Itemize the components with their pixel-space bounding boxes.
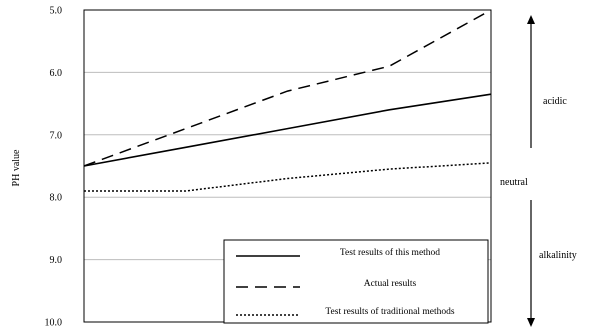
legend: Test results of this method Actual result… — [223, 239, 489, 324]
y-tick-labels: 5.0 6.0 7.0 8.0 9.0 10.0 — [45, 6, 63, 329]
y-tick-label: 5.0 — [50, 6, 63, 17]
series-lines — [83, 9, 492, 192]
ph-scale-indicator: acidic neutral alkalinity — [500, 15, 577, 327]
alkalinity-label: alkalinity — [539, 250, 577, 261]
legend-label-1: Actual results — [364, 279, 417, 289]
y-tick-label: 9.0 — [50, 255, 63, 266]
neutral-label: neutral — [500, 177, 528, 188]
legend-box — [223, 239, 489, 324]
y-axis-label: PH value — [11, 149, 22, 187]
legend-label-2: Test results of traditional methods — [325, 306, 454, 317]
series-line-2 — [84, 162, 492, 192]
y-tick-label: 10.0 — [45, 318, 63, 329]
y-tick-label: 7.0 — [50, 130, 63, 141]
acidic-arrowhead — [527, 15, 535, 24]
y-tick-label: 8.0 — [50, 193, 63, 204]
series-line-0 — [83, 93, 492, 167]
legend-label-0: Test results of this method — [340, 247, 440, 258]
legend-items: Test results of this method Actual result… — [236, 247, 455, 317]
alkaline-arrowhead — [527, 318, 535, 327]
y-tick-label: 6.0 — [50, 68, 63, 79]
acidic-label: acidic — [543, 96, 567, 107]
gridlines — [84, 71, 491, 261]
series-line-1 — [83, 9, 492, 167]
